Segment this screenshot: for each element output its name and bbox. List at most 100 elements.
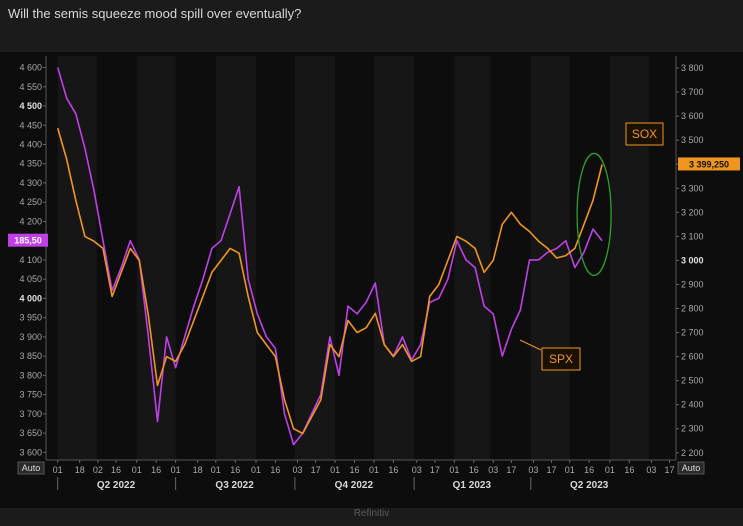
y-tick-left-label: 4 000 [19,293,42,303]
y-tick-right-label: 2 800 [681,304,704,314]
spx-line [56,67,603,446]
sox-line [56,127,603,435]
x-tick-label: 16 [230,465,240,475]
auto-scale-right-button[interactable] [677,461,705,475]
quarter-label: Q3 2022 [215,480,254,491]
x-tick-label: 17 [547,465,557,475]
x-tick-label: 17 [311,465,321,475]
auto-scale-left-button[interactable] [17,461,45,475]
sox-current-value-box [678,157,740,171]
y-tick-right-label: 3 600 [681,111,704,121]
month-band [294,56,336,460]
x-tick-label: 01 [330,465,340,475]
y-tick-left-label: 4 400 [19,139,42,149]
spx-annotation-box [541,347,581,371]
quarter-label: Q4 2022 [335,480,374,491]
x-axis: 01 18 02 16 01 16 01 18 01 16 01 16 03 17 01 16 01 16 03 17… [46,459,676,491]
y-tick-left-label: 4 200 [19,216,42,226]
x-tick-label: 17 [430,465,440,475]
month-band [530,56,570,460]
x-tick-label: 01 [449,465,459,475]
month-band [454,56,491,460]
month-band [136,56,176,460]
y-tick-right-label: 3 100 [681,231,704,241]
quarter-label: Q2 2023 [570,480,609,491]
y-tick-right-label: 3 800 [681,63,704,73]
y-tick-right-label: 2 900 [681,279,704,289]
annotations-group: 185,50 3 399,250 SOX SPX [8,122,740,371]
y-tick-left-label: 4 600 [19,63,42,73]
spx-current-value: 185,50 [14,236,42,246]
x-tick-label: 01 [605,465,615,475]
y-tick-left-label: 4 500 [19,101,42,111]
x-tick-label: 18 [193,465,203,475]
sox-annotation-box [625,122,664,146]
month-band [609,56,649,460]
x-tick-label: 16 [270,465,280,475]
x-tick-label: 03 [528,465,538,475]
x-tick-label: 17 [665,465,675,475]
x-tick-label: 03 [646,465,656,475]
y-tick-left-label: 3 900 [19,332,42,342]
y-tick-left-label: 4 050 [19,274,42,284]
x-tick-label: 03 [292,465,302,475]
source-label: Refinitiv [353,508,390,519]
spx-current-value-box [8,233,48,247]
sox-current-value: 3 399,250 [689,159,729,169]
y-tick-right-label: 2 700 [681,328,704,338]
y-tick-right-label: 3 700 [681,87,704,97]
auto-scale-right-label: Auto [682,463,701,473]
month-band [373,56,415,460]
y-tick-right-label: 3 200 [681,207,704,217]
y-tick-left-label: 3 850 [19,351,42,361]
y-tick-left-label: 3 600 [19,447,42,457]
y-tick-right-label: 2 400 [681,400,704,410]
x-tick-label: 17 [506,465,516,475]
chart-svg[interactable]: 4 600 4 550 4 500 4 450 4 400 4 350 4 300 4 250… [0,52,743,508]
series-group [56,67,603,446]
quarter-label: Q2 2022 [97,480,136,491]
auto-scale-left-label: Auto [22,463,41,473]
x-tick-label: 01 [171,465,181,475]
y-tick-right-label: 2 500 [681,376,704,386]
y-tick-right-label: 2 600 [681,352,704,362]
y-tick-left-label: 4 350 [19,159,42,169]
y-tick-right-label: 2 300 [681,424,704,434]
x-tick-label: 01 [369,465,379,475]
spx-annotation-label: SPX [549,352,573,366]
sox-annotation-label: SOX [632,127,657,141]
y-tick-left-label: 3 950 [19,313,42,323]
x-tick-label: 16 [388,465,398,475]
y-tick-left-label: 4 450 [19,120,42,130]
x-tick-label: 16 [584,465,594,475]
x-tick-label: 18 [75,465,85,475]
y-axis-left: 4 600 4 550 4 500 4 450 4 400 4 350 4 300 4 250… [17,56,47,475]
chart-title: Will the semis squeeze mood spill over e… [8,6,302,21]
y-tick-right-label: 3 300 [681,183,704,193]
x-tick-label: 01 [211,465,221,475]
y-tick-left-label: 3 650 [19,428,42,438]
quarter-label: Q1 2023 [453,480,492,491]
x-tick-label: 16 [111,465,121,475]
x-tick-label: 16 [469,465,479,475]
y-tick-left-label: 3 800 [19,370,42,380]
x-tick-label: 01 [565,465,575,475]
x-tick-label: 01 [53,465,63,475]
y-tick-right-label: 3 000 [681,255,704,265]
x-tick-label: 01 [251,465,261,475]
x-tick-label: 16 [624,465,634,475]
x-tick-label: 03 [412,465,422,475]
month-band [57,56,97,460]
x-tick-label: 16 [350,465,360,475]
y-tick-left-label: 4 250 [19,197,42,207]
y-tick-left-label: 4 300 [19,178,42,188]
y-tick-left-label: 4 100 [19,255,42,265]
y-tick-right-label: 2 200 [681,448,704,458]
y-tick-left-label: 3 750 [19,390,42,400]
x-tick-label: 01 [132,465,142,475]
highlight-ellipse [576,152,612,277]
x-tick-label: 16 [151,465,161,475]
x-tick-label: 02 [93,465,103,475]
chart-panel: 4 600 4 550 4 500 4 450 4 400 4 350 4 300 4 250… [0,52,743,508]
